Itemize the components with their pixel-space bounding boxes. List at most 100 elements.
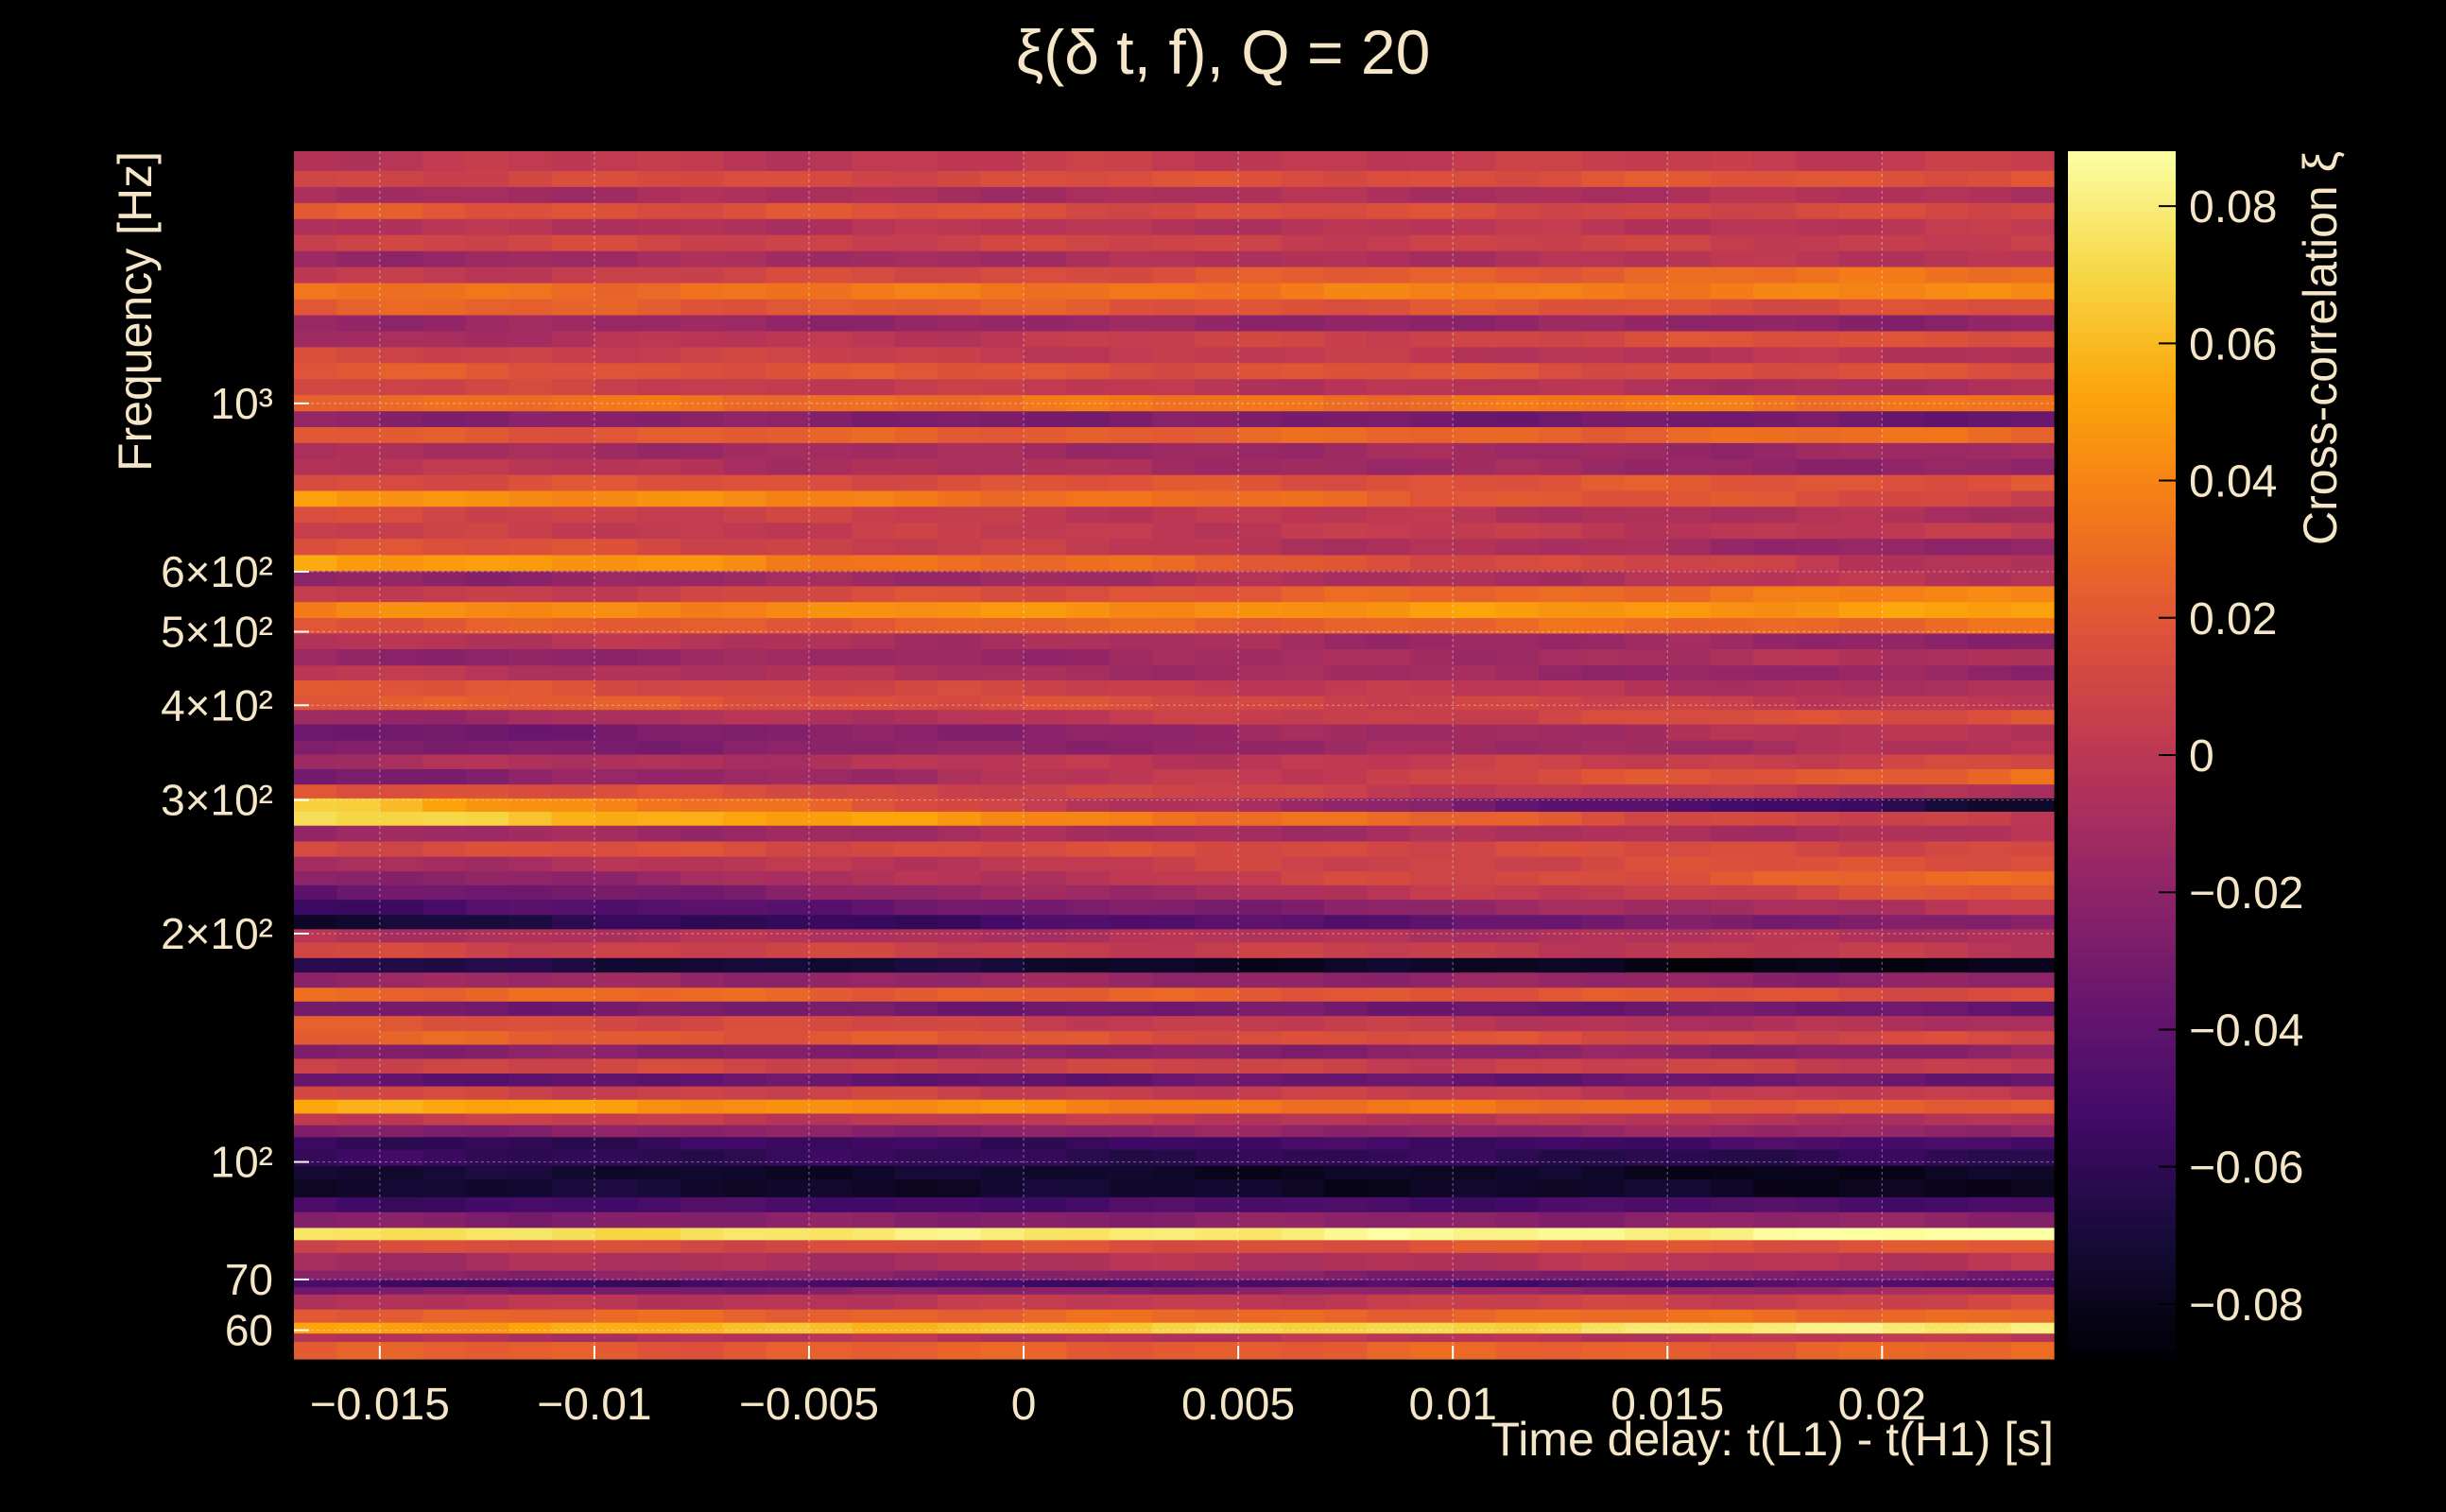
heatmap-cell xyxy=(766,855,810,872)
heatmap-cell xyxy=(1710,783,1754,799)
heatmap-cell xyxy=(1882,768,1926,785)
heatmap-cell xyxy=(1796,538,1840,556)
heatmap-cell xyxy=(1367,554,1411,572)
heatmap-cell xyxy=(1323,1211,1368,1228)
heatmap-cell xyxy=(1539,768,1583,785)
heatmap-cell xyxy=(1495,1099,1540,1114)
heatmap-cell xyxy=(637,928,681,943)
heatmap-cell xyxy=(1710,394,1754,412)
heatmap-cell xyxy=(1495,709,1540,725)
heatmap-cell xyxy=(1624,1341,1668,1360)
heatmap-cell xyxy=(2010,1125,2055,1138)
heatmap-cell xyxy=(2010,632,2055,649)
heatmap-cell xyxy=(1323,234,1368,251)
heatmap-cell xyxy=(808,266,853,284)
heatmap-cell xyxy=(1838,914,1883,930)
heatmap-cell xyxy=(980,1227,1025,1241)
colorbar-segment xyxy=(2068,1187,2176,1199)
heatmap-cell xyxy=(1667,554,1712,572)
heatmap-cell xyxy=(1753,1252,1798,1271)
colorbar-segment xyxy=(2068,543,2176,555)
heatmap-cell xyxy=(1667,362,1712,380)
heatmap-cell xyxy=(1968,1043,2012,1059)
heatmap-cell xyxy=(1581,768,1626,785)
heatmap-cell xyxy=(938,426,982,443)
heatmap-cell xyxy=(766,299,810,316)
heatmap-cell xyxy=(1581,840,1626,857)
heatmap-cell xyxy=(336,798,381,813)
heatmap-cell xyxy=(508,250,553,267)
heatmap-cell xyxy=(1367,442,1411,459)
heatmap-cell xyxy=(766,695,810,711)
heatmap-cell xyxy=(2010,1112,2055,1125)
heatmap-cell xyxy=(637,458,681,475)
heatmap-cell xyxy=(1924,554,1969,572)
heatmap-cell xyxy=(1152,474,1197,491)
heatmap-cell xyxy=(1796,426,1840,443)
heatmap-cell xyxy=(1667,506,1712,524)
heatmap-cell xyxy=(1539,928,1583,943)
heatmap-cell xyxy=(1838,442,1883,459)
heatmap-cell xyxy=(1539,1309,1583,1323)
heatmap-cell xyxy=(1710,1252,1754,1271)
heatmap-cell xyxy=(808,570,853,587)
heatmap-cell xyxy=(980,1165,1025,1180)
heatmap-cell xyxy=(1409,299,1454,316)
heatmap-cell xyxy=(1152,811,1197,826)
heatmap-cell xyxy=(1109,1165,1153,1180)
heatmap-cell xyxy=(1581,314,1626,332)
heatmap-cell xyxy=(1066,151,1111,171)
heatmap-cell xyxy=(1367,1057,1411,1074)
heatmap-cell xyxy=(723,538,767,556)
heatmap-cell xyxy=(2010,442,2055,459)
heatmap-cell xyxy=(1238,554,1283,572)
heatmap-cell xyxy=(1753,522,1798,540)
heatmap-cell xyxy=(980,617,1025,634)
heatmap-cell xyxy=(594,1270,638,1280)
heatmap-cell xyxy=(551,971,595,988)
heatmap-cell xyxy=(379,709,423,725)
heatmap-cell xyxy=(1796,394,1840,412)
heatmap-cell xyxy=(1495,1227,1540,1241)
heatmap-cell xyxy=(379,151,423,171)
heatmap-cell xyxy=(680,1148,724,1166)
y-tick-label: 10² xyxy=(211,1138,273,1187)
heatmap-cell xyxy=(465,914,509,930)
heatmap-cell xyxy=(1710,1286,1754,1295)
heatmap-cell xyxy=(1539,299,1583,316)
heatmap-cell xyxy=(379,1099,423,1114)
heatmap-cell xyxy=(680,1227,724,1241)
heatmap-cell xyxy=(1323,410,1368,428)
heatmap-cell xyxy=(594,283,638,300)
heatmap-cell xyxy=(1796,378,1840,396)
heatmap-cell xyxy=(1238,1294,1283,1310)
heatmap-cell xyxy=(1495,410,1540,428)
heatmap-cell xyxy=(336,617,381,634)
heatmap-cell xyxy=(1924,1279,1969,1288)
heatmap-cell xyxy=(1409,740,1454,755)
heatmap-cell xyxy=(980,250,1025,267)
heatmap-cell xyxy=(1539,554,1583,572)
heatmap-cell xyxy=(1624,458,1668,475)
heatmap-cell xyxy=(1281,941,1325,958)
heatmap-cell xyxy=(1238,151,1283,171)
heatmap-cell xyxy=(508,378,553,396)
heatmap-cell xyxy=(465,648,509,666)
heatmap-cell xyxy=(723,1015,767,1032)
colorbar-segment xyxy=(2068,292,2176,303)
heatmap-cell xyxy=(1968,1279,2012,1288)
heatmap-cell xyxy=(2010,679,2055,696)
heatmap-cell xyxy=(594,585,638,603)
heatmap-cell xyxy=(894,1252,939,1271)
heatmap-cell xyxy=(379,987,423,1002)
heatmap-cell xyxy=(1281,928,1325,943)
heatmap-cell xyxy=(1667,394,1712,412)
heatmap-cell xyxy=(1882,724,1926,741)
heatmap-cell xyxy=(980,885,1025,901)
heatmap-cell xyxy=(1539,1196,1583,1212)
heatmap-cell xyxy=(1024,601,1068,619)
heatmap-cell xyxy=(1409,840,1454,857)
heatmap-cell xyxy=(1882,928,1926,943)
heatmap-cell xyxy=(1838,679,1883,696)
heatmap-cell xyxy=(551,664,595,681)
